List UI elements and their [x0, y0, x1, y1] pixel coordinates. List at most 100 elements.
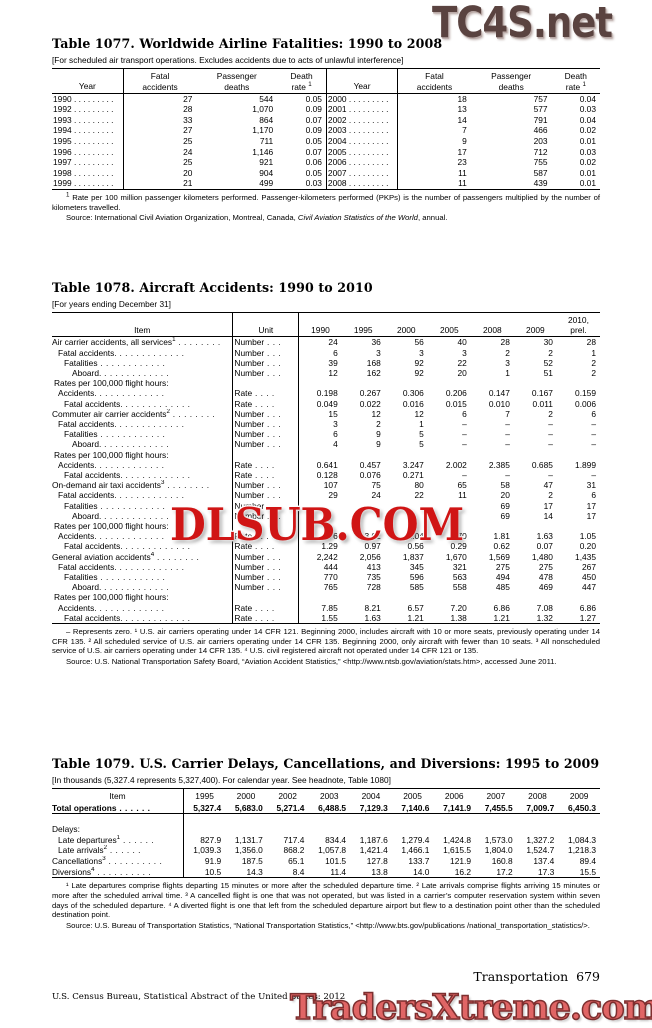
cell-value: 558 [452, 582, 467, 593]
cell-value: 1,569 [488, 551, 510, 562]
row-label-year: 1993 . . . . . . . . . [53, 114, 114, 125]
cell-value: – [505, 470, 510, 481]
cell-value: 0.457 [359, 459, 381, 470]
cell-value [342, 592, 385, 602]
table-row: Aboard. . . . . . . . . . . . . Number . … [52, 510, 600, 522]
cell-value: 1.55 [298, 612, 342, 624]
table-row: Fatalities . . . . . . . . . . . . Number… [52, 429, 600, 440]
cell-value: 6.86 [579, 602, 596, 613]
cell-value: 868.2 [283, 845, 305, 856]
cell-value: 447 [582, 582, 596, 593]
cell-value: 65 [457, 480, 467, 491]
cell-unit: Rate . . . . [232, 470, 299, 481]
cell-value: 1,804.0 [484, 845, 513, 856]
cell-value: 0.076 [359, 470, 381, 481]
table-row: 1993 . . . . . . . . . 33 864 0.07 2002 . . … [52, 114, 600, 126]
cell-value [517, 824, 559, 835]
table-row: Cancellations3 . . . . . . . . . . 91.9 18… [52, 856, 600, 867]
cell-passenger-deaths: 1,170 [252, 125, 274, 136]
cell-fatal-accidents: 13 [397, 104, 471, 115]
table-row: Fatal accidents. . . . . . . . . . . . .… [52, 470, 600, 481]
cell-passenger-deaths: 711 [259, 136, 274, 147]
row-label: Late arrivals2 . . . . . . [58, 845, 142, 856]
cell-value: 6.86 [493, 602, 510, 613]
cell-value: 31 [586, 480, 596, 491]
cell-value: 6,488.5 [318, 802, 347, 813]
cell-value: 765 [298, 582, 342, 593]
col-header-2006: 2006 [444, 791, 464, 801]
cell-death-rate: 0.07 [305, 146, 322, 157]
cell-value: 0.159 [575, 388, 596, 399]
cell-value [471, 592, 514, 602]
cell-value: 17 [586, 500, 596, 511]
cell-unit: Number . . . [232, 368, 299, 379]
cell-value: 91.9 [183, 856, 226, 867]
row-label: Aboard. . . . . . . . . . . . . [72, 582, 170, 593]
table-1077-headnote: [For scheduled air transport operations.… [52, 55, 404, 65]
cell-value: 15.5 [579, 866, 596, 877]
cell-fatal-accidents: 27 [122, 125, 197, 137]
cell-value: 30 [543, 337, 553, 348]
cell-value: 3 [505, 357, 510, 368]
cell-value: 162 [366, 368, 381, 379]
cell-value: 1.29 [298, 541, 342, 552]
cell-unit: Number . . . [232, 357, 299, 369]
cell-fatal-accidents: 28 [122, 104, 197, 115]
cell-value: 1.899 [575, 459, 596, 470]
row-label: Rates per 100,000 flight hours: [54, 378, 169, 389]
table-row: Fatal accidents. . . . . . . . . . . . .… [52, 419, 600, 430]
row-label: Fatal accidents. . . . . . . . . . . . . [64, 612, 191, 623]
col-header-2003: 2003 [319, 791, 339, 801]
row-label-year: 1998 . . . . . . . . . [53, 167, 114, 178]
cell-value: 101.5 [325, 856, 347, 867]
cell-value: 717.4 [283, 834, 305, 845]
cell-value [385, 521, 428, 531]
cell-unit: Number . . . [232, 500, 299, 511]
cell-value [428, 501, 471, 511]
cell-value: 1.27 [579, 612, 596, 623]
cell-value: 92 [414, 368, 424, 379]
cell-value: 3 [462, 347, 467, 358]
table-1079-title: Table 1079. U.S. Carrier Delays, Cancell… [52, 756, 600, 771]
cell-value: 2 [548, 408, 553, 419]
cell-value: 1,615.5 [443, 845, 472, 856]
cell-value: 160.8 [491, 856, 513, 867]
cell-value: 14.0 [413, 866, 430, 877]
table-1077-source-prefix: Source: International Civil Aviation Org… [66, 213, 298, 223]
cell-value: 0.306 [402, 388, 424, 399]
table-1079: Item 1995 2000 2002 2003 2004 2005 2006 2007 2008… [52, 788, 600, 878]
cell-value: 4 [298, 439, 342, 450]
cell-value: 0.128 [298, 470, 342, 481]
table-1077-source-suffix: , annual. [417, 213, 448, 223]
cell-value [308, 824, 350, 835]
cell-value: 0.006 [575, 398, 596, 409]
page-footer-right: Transportation 679 [473, 969, 600, 984]
table-row: Fatalities . . . . . . . . . . . . Number… [52, 572, 600, 583]
cell-value: 89.4 [579, 856, 596, 867]
cell-value: 834.4 [325, 834, 347, 845]
cell-value: 7,141.9 [443, 802, 472, 813]
row-label: On-demand air taxi accidents3 . . . . . … [52, 480, 210, 491]
cell-value [342, 521, 385, 531]
cell-value [342, 511, 385, 521]
cell-value [557, 592, 600, 602]
cell-value: – [505, 439, 510, 450]
table-row: Accidents. . . . . . . . . . . . . Rate .… [52, 602, 600, 613]
cell-unit: Rate . . . . [232, 531, 299, 542]
cell-passenger-deaths: 439 [533, 178, 548, 189]
cell-value: 7.08 [536, 602, 553, 613]
cell-value: 5 [419, 439, 424, 450]
cell-unit: Number . . . [232, 510, 299, 522]
col-header-passenger-deaths-right: Passenger deaths [491, 71, 532, 92]
cell-value: 345 [409, 561, 424, 572]
cell-value: 1,670 [445, 551, 467, 562]
cell-fatal-accidents: 21 [122, 178, 197, 190]
cell-death-rate: 0.02 [579, 125, 596, 136]
cell-value: 69 [500, 510, 510, 521]
cell-value: 0.56 [407, 541, 424, 552]
table-row: 1995 . . . . . . . . . 25 711 0.05 2004 . . … [52, 136, 600, 147]
cell-value: 7,009.7 [526, 802, 555, 813]
cell-value: 39 [298, 357, 342, 369]
table-row: 1994 . . . . . . . . . 27 1,170 0.09 2003 . … [52, 125, 600, 137]
cell-death-rate: 0.04 [579, 93, 596, 104]
